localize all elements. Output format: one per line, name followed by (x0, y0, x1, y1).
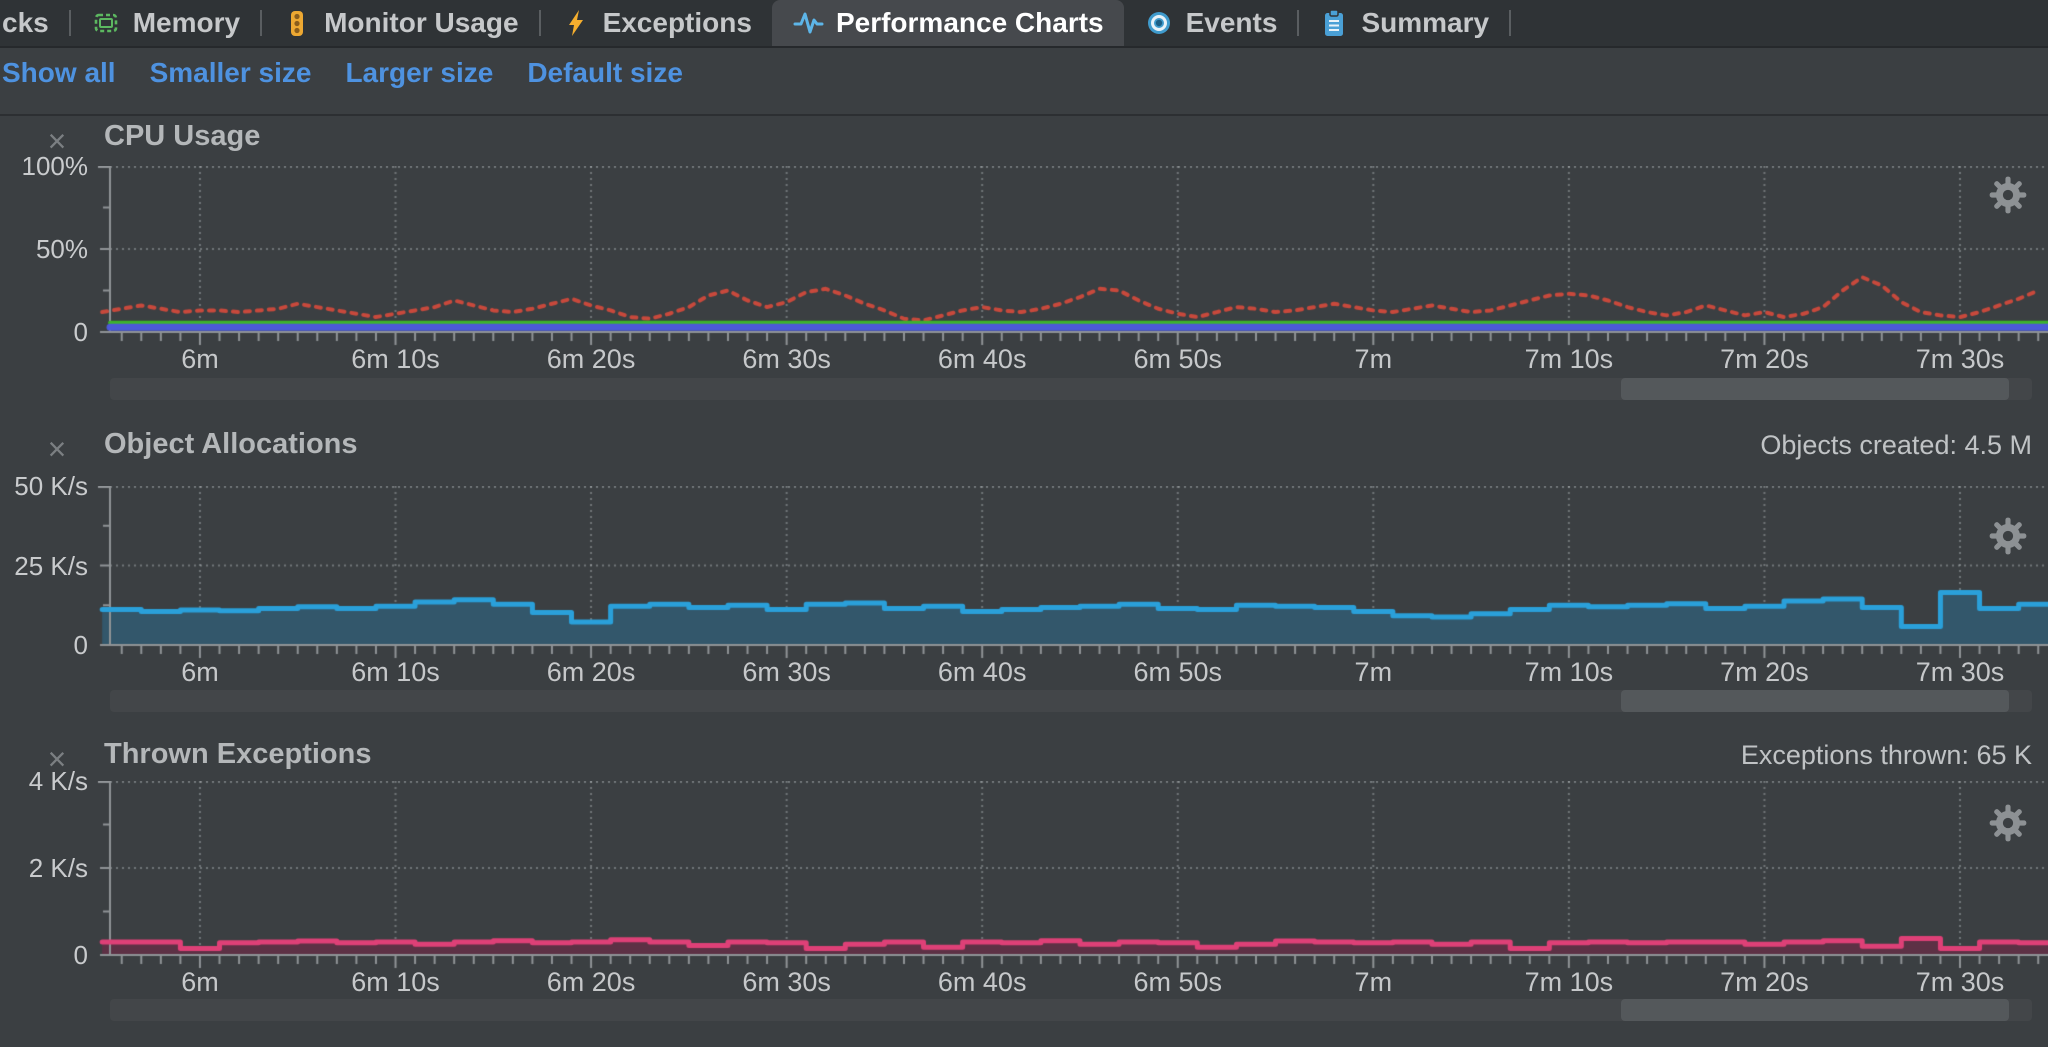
tab-divider (68, 10, 71, 36)
y-axis-label: 50% (35, 234, 88, 264)
panel-title: CPU Usage (104, 120, 261, 152)
x-axis-label: 6m (181, 657, 219, 687)
tab-events[interactable]: Events (1124, 0, 1298, 46)
tab-divider (538, 10, 541, 36)
y-axis-label: 100% (21, 151, 89, 181)
x-axis-label: 6m 50s (1133, 967, 1223, 997)
cpu-chart-canvas (96, 166, 2048, 348)
y-axis-label: 0 (73, 317, 88, 347)
horizontal-scrollbar[interactable] (110, 999, 2032, 1021)
y-axis-label: 0 (73, 940, 88, 970)
x-axis-label: 6m (181, 967, 219, 997)
tab-bar: cks Memory Monitor Usage Exceptions Perf… (0, 0, 2048, 48)
pulse-icon (792, 8, 824, 38)
close-icon[interactable]: × (47, 741, 67, 777)
close-icon[interactable]: × (47, 123, 67, 159)
tab-label: Monitor Usage (324, 7, 519, 38)
scrollbar-thumb[interactable] (1620, 690, 2009, 712)
x-axis-label: 6m 10s (351, 657, 440, 687)
traffic-light-icon (282, 8, 312, 38)
horizontal-scrollbar[interactable] (110, 378, 2032, 400)
tab-label: Summary (1361, 7, 1490, 38)
x-axis-label: 6m 40s (937, 967, 1027, 997)
alloc-chart-canvas (96, 486, 2048, 661)
x-axis-label: 6m 10s (351, 967, 440, 997)
y-axis-label: 0 (73, 630, 88, 660)
tab-exceptions[interactable]: Exceptions (541, 0, 772, 46)
x-axis-label: 7m (1354, 967, 1393, 997)
horizontal-scrollbar[interactable] (110, 690, 2032, 712)
y-axis-label: 50 K/s (14, 471, 88, 501)
settings-gear-icon[interactable] (1986, 173, 2030, 217)
y-axis-labels: 50 K/s 25 K/s 0 (0, 471, 88, 660)
x-axis-label: 6m (181, 344, 219, 374)
x-axis-label: 7m 10s (1524, 967, 1614, 997)
x-axis-label: 7m (1354, 657, 1393, 687)
x-axis-label: 6m 40s (937, 344, 1027, 374)
x-axis-label: 6m 30s (742, 344, 831, 374)
x-axis-label: 7m 30s (1915, 967, 2005, 997)
x-axis-label: 6m 40s (937, 657, 1027, 687)
exc-chart-canvas (96, 781, 2048, 971)
x-axis-label: 6m 20s (546, 967, 636, 997)
tab-monitor-usage[interactable]: Monitor Usage (262, 0, 538, 46)
x-axis-label: 6m 50s (1133, 344, 1223, 374)
panel-title: Object Allocations (104, 428, 358, 460)
eye-icon (1144, 8, 1174, 38)
tab-label: cks (2, 7, 49, 38)
y-axis-label: 25 K/s (14, 550, 88, 581)
tab-label: Exceptions (602, 7, 752, 38)
link-default-size[interactable]: Default size (527, 57, 683, 88)
x-axis-label: 7m 30s (1915, 344, 2005, 374)
y-axis-label: 2 K/s (28, 853, 88, 883)
x-axis-label: 7m 10s (1524, 344, 1614, 374)
lightning-bolt-icon (561, 8, 591, 38)
y-axis-label: 4 K/s (28, 766, 88, 796)
settings-gear-icon[interactable] (1986, 801, 2030, 845)
settings-gear-icon[interactable] (1986, 514, 2030, 558)
close-icon[interactable]: × (47, 431, 67, 467)
x-axis-labels: 6m 6m 10s 6m 20s 6m 30s 6m 40s 6m 50s 7m 7m 10s… (96, 344, 2048, 378)
x-axis-label: 7m 10s (1524, 657, 1614, 687)
tab-performance-charts[interactable]: Performance Charts (771, 0, 1124, 46)
x-axis-label: 7m 30s (1915, 657, 2005, 687)
link-show-all[interactable]: Show all (2, 57, 116, 88)
x-axis-label: 6m 30s (742, 967, 831, 997)
tab-memory[interactable]: Memory (71, 0, 260, 46)
x-axis-label: 6m 20s (546, 344, 636, 374)
exceptions-thrown-stat: Exceptions thrown: 65 K (1740, 740, 2032, 770)
tab-label: Memory (132, 7, 241, 38)
tab-summary[interactable]: Summary (1299, 0, 1509, 46)
y-axis-labels: 100% 50% 0 (0, 151, 89, 347)
scrollbar-thumb[interactable] (1620, 999, 2009, 1021)
x-axis-labels: 6m 6m 10s 6m 20s 6m 30s 6m 40s 6m 50s 7m 7m 10s… (96, 967, 2048, 1001)
x-axis-label: 7m 20s (1720, 967, 1809, 997)
panel-title: Thrown Exceptions (104, 738, 372, 770)
objects-created-stat: Objects created: 4.5 M (1760, 430, 2032, 460)
scrollbar-thumb[interactable] (1620, 378, 2009, 400)
tab-stacks-truncated[interactable]: cks (0, 0, 69, 46)
x-axis-label: 6m 10s (351, 344, 440, 374)
x-axis-labels: 6m 6m 10s 6m 20s 6m 30s 6m 40s 6m 50s 7m 7m 10s… (96, 657, 2048, 691)
x-axis-label: 7m 20s (1720, 657, 1809, 687)
chart-size-toolbar: Show all Smaller size Larger size Defaul… (2, 57, 683, 89)
x-axis-label: 7m 20s (1720, 344, 1809, 374)
x-axis-label: 6m 20s (546, 657, 636, 687)
tab-divider (260, 10, 263, 36)
clipboard-icon (1319, 8, 1349, 38)
tab-divider (1297, 10, 1300, 36)
x-axis-label: 6m 50s (1133, 657, 1223, 687)
x-axis-label: 6m 30s (742, 657, 831, 687)
tab-divider (1509, 10, 1512, 36)
toolbar-separator (0, 114, 2048, 116)
y-axis-labels: 4 K/s 2 K/s 0 (0, 766, 88, 970)
memory-chip-icon (91, 8, 121, 38)
x-axis-label: 7m (1354, 344, 1393, 374)
tab-label: Events (1185, 7, 1278, 38)
link-smaller-size[interactable]: Smaller size (149, 57, 312, 88)
link-larger-size[interactable]: Larger size (345, 57, 494, 88)
tab-label: Performance Charts (835, 7, 1104, 38)
